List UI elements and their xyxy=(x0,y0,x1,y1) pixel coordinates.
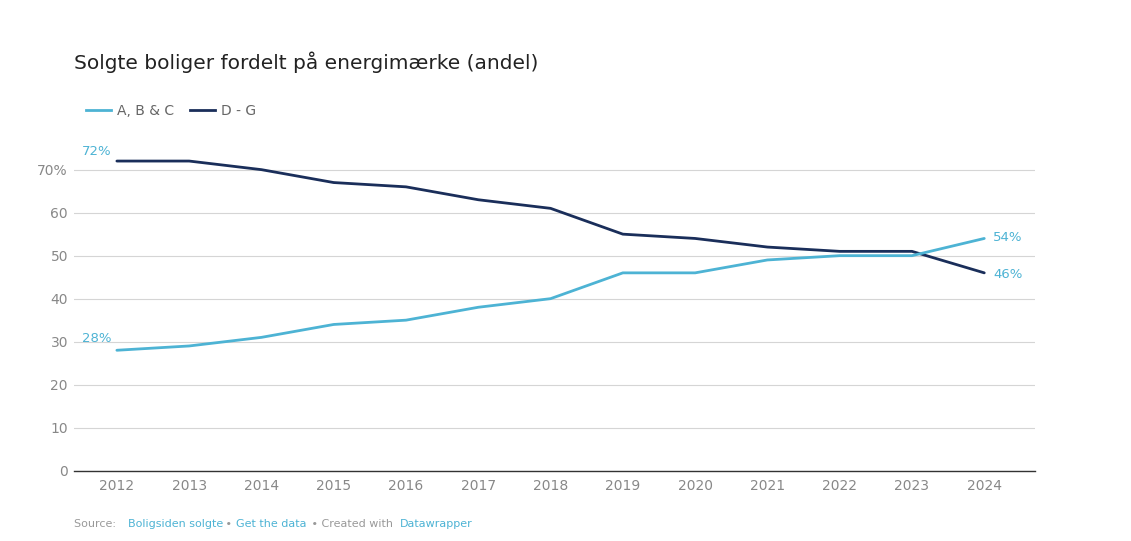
Text: • Created with: • Created with xyxy=(308,519,396,529)
Text: 28%: 28% xyxy=(81,332,111,345)
Text: 46%: 46% xyxy=(993,268,1022,281)
Text: Boligsiden solgte: Boligsiden solgte xyxy=(128,519,223,529)
Legend: A, B & C, D - G: A, B & C, D - G xyxy=(80,98,261,124)
Text: Solgte boliger fordelt på energimærke (andel): Solgte boliger fordelt på energimærke (a… xyxy=(74,51,538,72)
Text: Datawrapper: Datawrapper xyxy=(400,519,473,529)
Text: Source:: Source: xyxy=(74,519,119,529)
Text: Get the data: Get the data xyxy=(236,519,307,529)
Text: 72%: 72% xyxy=(81,144,111,157)
Text: 54%: 54% xyxy=(993,230,1022,243)
Text: •: • xyxy=(222,519,235,529)
